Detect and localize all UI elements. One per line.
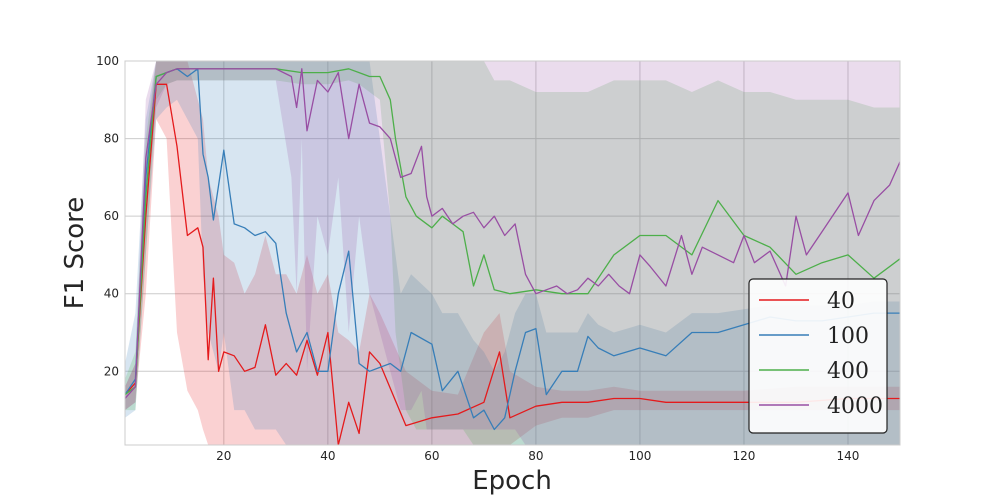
y-tick-label: 80 [104,132,119,146]
y-tick-label: 40 [104,287,119,301]
plot-frame [124,60,901,446]
legend-label-4000: 4000 [827,394,883,419]
x-axis-label: Epoch [472,466,552,496]
x-tick-label: 120 [733,449,756,463]
line-series-4000 [125,68,900,399]
band-series-40 [125,61,900,445]
x-tick-label: 40 [320,449,335,463]
legend-label-100: 100 [827,324,869,349]
series-lines [125,68,900,445]
band-series-400 [125,61,900,445]
y-tick-label: 20 [104,364,119,378]
grid [125,60,900,445]
line-series-40 [125,83,900,445]
band-series-4000 [125,61,900,445]
confidence-bands [125,61,900,445]
legend-box [748,278,888,434]
x-tick-label: 100 [628,449,651,463]
x-tick-label: 80 [528,449,543,463]
tick-labels: 20 40 60 80 100 120 140 20 40 60 80 100 [96,54,859,463]
x-tick-label: 20 [216,449,231,463]
line-series-100 [125,68,900,431]
band-series-100 [125,61,900,445]
x-tick-label: 60 [424,449,439,463]
legend-label-400: 400 [827,359,869,384]
y-tick-label: 100 [96,54,119,68]
y-tick-label: 60 [104,209,119,223]
legend: 40 100 400 4000 [748,278,888,434]
x-tick-label: 140 [837,449,860,463]
legend-label-40: 40 [827,289,855,314]
y-axis-label: F1 Score [60,197,90,310]
